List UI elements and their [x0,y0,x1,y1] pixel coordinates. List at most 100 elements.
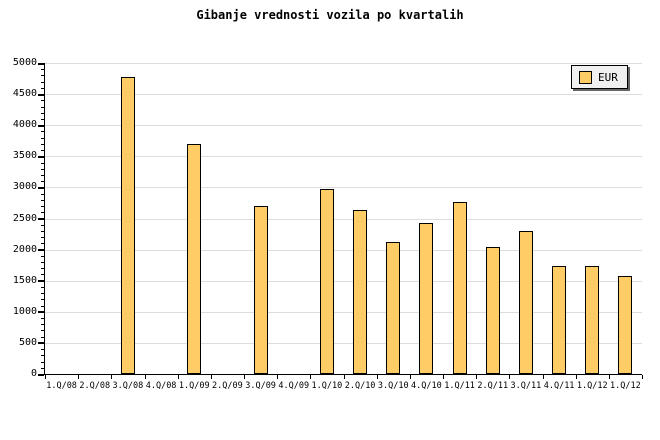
x-axis-tick [177,375,179,379]
y-axis-minor-tick [41,87,44,89]
bar [585,266,600,374]
y-axis-tick-label: 4000 [12,119,37,131]
x-axis-tick [244,375,245,379]
y-axis-minor-tick [41,336,44,338]
y-axis-minor-tick [41,112,44,114]
y-axis-minor-tick [41,230,44,232]
y-axis-minor-tick [41,262,44,264]
y-axis-minor-tick [41,293,44,295]
legend-label: EUR [598,70,618,84]
y-axis-minor-tick [41,299,44,301]
y-axis-tick-label: 0 [30,368,37,379]
bar [353,210,368,374]
y-axis-tick-label: 1000 [12,305,37,317]
x-axis-tick-label: 1.Q/12 [610,381,641,391]
bar [319,189,334,374]
x-axis-tick-label: 4.Q/11 [543,381,575,391]
bar [386,242,401,374]
y-axis-minor-tick [41,286,44,288]
y-axis-minor-tick [41,349,44,351]
y-axis-major-tick [38,249,44,252]
y-axis-minor-tick [41,318,44,320]
gridline [45,94,642,96]
y-axis-major-tick [38,155,44,158]
gridline [45,63,642,64]
y-axis-tick-label: 2000 [12,243,37,255]
bar [618,276,633,374]
gridline [45,311,642,313]
legend-swatch-icon [579,70,592,84]
y-axis-minor-tick [41,137,44,139]
gridline [45,156,642,158]
y-axis-minor-tick [41,100,44,102]
x-axis-tick [310,375,312,379]
y-axis-major-tick [38,93,44,96]
x-axis-tick [277,375,279,379]
gridline [45,280,642,282]
y-axis-minor-tick [41,168,44,170]
y-axis-tick-label: 3000 [12,181,37,193]
x-axis-tick [608,375,610,379]
x-axis-tick [210,375,212,379]
y-axis-major-tick [38,218,44,220]
x-axis-tick-label: 1.Q/10 [311,381,343,391]
y-axis-minor-tick [41,199,44,201]
y-axis-major-tick [38,124,44,127]
x-axis-tick [642,375,643,379]
x-axis-tick [78,375,80,379]
y-axis-minor-tick [41,367,44,369]
y-axis-minor-tick [41,106,44,108]
x-axis-tick-label: 1.Q/11 [444,381,475,391]
y-axis-major-tick [38,62,44,65]
y-axis-minor-tick [41,255,44,257]
y-axis-major-tick [38,373,44,376]
y-axis-minor-tick [41,330,44,332]
x-axis-tick [343,375,345,379]
x-axis-tick [45,375,46,379]
x-axis-tick [575,375,577,379]
y-axis-minor-tick [41,274,44,276]
y-axis-minor-tick [41,81,44,83]
y-axis-minor-tick [41,324,44,326]
gridline [45,218,642,220]
bar [120,77,135,374]
gridline [45,342,642,344]
y-axis-minor-tick [41,206,44,208]
y-axis-minor-tick [41,243,44,245]
y-axis-minor-tick [41,361,44,363]
x-axis-tick [476,375,478,379]
x-axis-tick [111,375,113,379]
y-axis-minor-tick [41,193,44,195]
bar [518,231,533,374]
x-axis-tick-label: 2.Q/08 [79,381,111,391]
y-axis-minor-tick [41,181,44,183]
y-axis-minor-tick [41,150,44,152]
y-axis-major-tick [38,186,44,189]
x-axis-tick [542,375,544,379]
y-axis-major-tick [38,280,44,283]
y-axis-minor-tick [41,69,44,71]
x-axis-tick-label: 2.Q/10 [344,381,376,391]
y-axis-minor-tick [41,237,44,239]
y-axis-minor-tick [41,174,44,176]
bar [452,202,467,374]
y-axis-minor-tick [41,212,44,214]
y-axis-minor-tick [41,355,44,357]
bar [485,247,500,374]
chart-title: Gibanje vrednosti vozila po kvartalih [196,8,464,22]
y-axis-minor-tick [41,118,44,120]
bar [419,223,434,374]
legend: EUR [571,65,628,89]
x-axis-tick [409,375,411,379]
gridline [45,249,642,251]
y-axis-tick-label: 1500 [12,274,37,286]
y-axis-tick-label: 3500 [12,150,37,162]
y-axis-minor-tick [41,268,44,270]
y-axis-tick-label: 5000 [12,57,37,68]
gridline [45,125,642,127]
x-axis-tick-label: 3.Q/10 [377,381,409,391]
bar [253,206,268,374]
bar [552,266,567,374]
y-axis-minor-tick [41,162,44,164]
x-axis-tick-label: 2.Q/09 [212,381,243,391]
